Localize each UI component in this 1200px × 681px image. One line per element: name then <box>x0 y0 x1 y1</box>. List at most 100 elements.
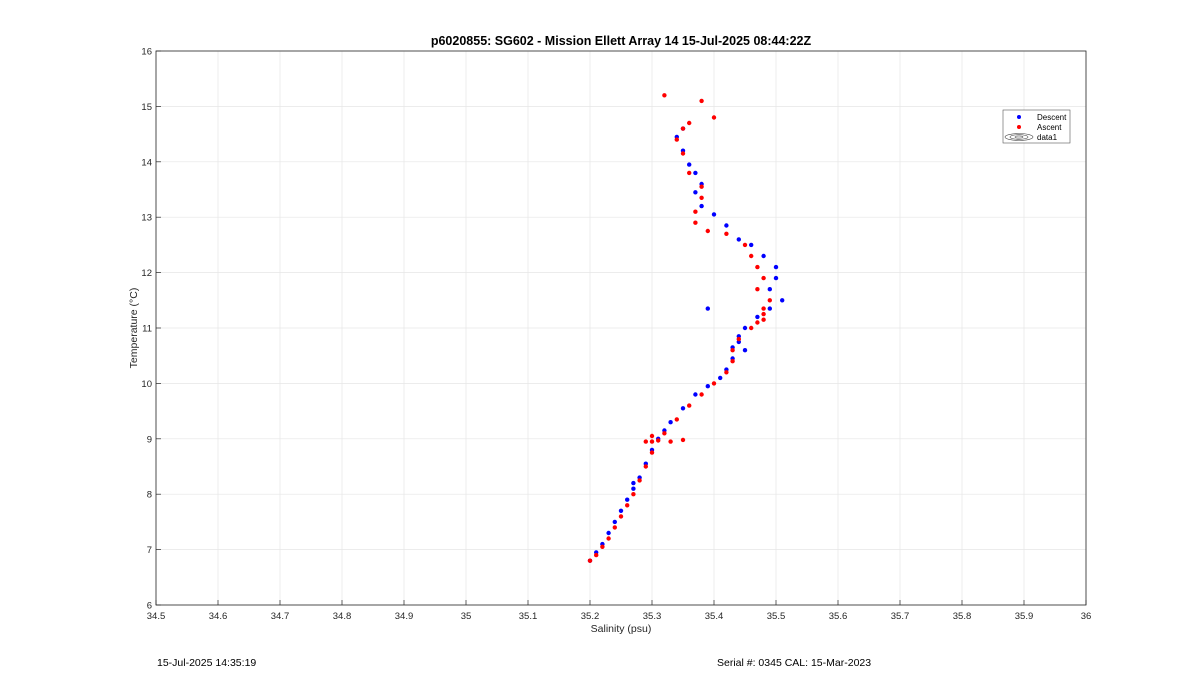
ascent-point <box>680 437 686 443</box>
descent-point <box>705 384 710 389</box>
legend-descent-marker <box>1017 115 1021 119</box>
descent-point <box>705 306 710 311</box>
x-tick-label: 34.5 <box>147 611 166 622</box>
x-tick-label: 34.8 <box>333 611 352 622</box>
ascent-point <box>730 348 735 353</box>
ascent-point <box>662 93 667 98</box>
ascent-point <box>637 478 642 483</box>
y-tick-label: 14 <box>141 157 152 168</box>
x-tick-label: 35 <box>461 611 472 622</box>
y-tick-label: 7 <box>147 545 152 556</box>
descent-point <box>767 306 772 311</box>
ascent-point <box>674 417 679 422</box>
ascent-point <box>649 433 655 439</box>
descent-point <box>680 406 686 411</box>
legend-ascent-label: Ascent <box>1037 123 1062 132</box>
ascent-point <box>749 325 754 331</box>
descent-point <box>767 287 772 292</box>
legend-contour-icon <box>1004 133 1034 141</box>
ascent-point <box>755 287 760 292</box>
ascent-point <box>612 525 617 530</box>
descent-point <box>761 253 766 259</box>
descent-point <box>711 212 717 217</box>
ascent-point <box>680 126 686 131</box>
ascent-point <box>693 220 698 225</box>
y-axis-ticks: 6 7 8 9 10 11 12 13 14 15 16 <box>141 47 161 612</box>
descent-point <box>625 497 630 502</box>
ascent-point <box>687 403 692 408</box>
chart-title: p6020855: SG602 - Mission Ellett Array 1… <box>431 34 812 48</box>
descent-point <box>742 325 748 331</box>
ascent-point <box>699 392 704 397</box>
descent-point <box>687 162 692 167</box>
ascent-point <box>618 514 624 519</box>
x-tick-label: 35.1 <box>519 611 538 622</box>
ascent-point <box>649 450 655 455</box>
ascent-point <box>643 464 648 469</box>
y-tick-label: 15 <box>141 102 152 113</box>
ascent-point <box>587 558 593 563</box>
ascent-point <box>693 209 698 214</box>
y-tick-label: 13 <box>141 213 152 224</box>
x-axis-ticks: 34.5 34.6 34.7 34.8 34.9 35 35.1 35.2 35.3 35.4 35… <box>147 600 1091 622</box>
ascent-point <box>749 253 754 259</box>
legend-descent-label: Descent <box>1037 113 1067 122</box>
x-tick-label: 35.4 <box>705 611 724 622</box>
ascent-point <box>600 544 605 549</box>
descent-point <box>742 348 748 353</box>
descent-point <box>618 508 624 513</box>
y-tick-label: 10 <box>141 379 152 390</box>
ascent-point <box>761 311 766 317</box>
legend-box <box>1002 109 1071 144</box>
ascent-point <box>649 439 655 444</box>
ascent-point <box>755 320 760 325</box>
descent-point <box>780 298 785 303</box>
footer-timestamp: 15-Jul-2025 14:35:19 <box>157 657 257 669</box>
x-tick-label: 35.5 <box>767 611 786 622</box>
ascent-point <box>761 306 766 311</box>
y-tick-label: 8 <box>147 490 152 501</box>
legend: Descent Ascent data1 <box>1002 109 1071 144</box>
ascent-point <box>724 231 729 236</box>
descent-point <box>631 480 636 486</box>
ascent-point <box>699 98 704 104</box>
grid-lines <box>155 50 1087 606</box>
ascent-point <box>674 137 679 142</box>
x-tick-label: 34.7 <box>271 611 290 622</box>
ascent-point <box>668 439 673 444</box>
x-tick-label: 35.9 <box>1015 611 1034 622</box>
ascent-point <box>606 536 611 541</box>
descent-point <box>693 190 698 195</box>
y-tick-label: 6 <box>147 601 152 612</box>
descent-point <box>693 392 698 397</box>
ascent-point <box>711 115 717 120</box>
x-tick-label: 35.6 <box>829 611 848 622</box>
descent-point <box>606 530 611 536</box>
y-tick-label: 11 <box>142 324 152 335</box>
descent-point <box>724 223 729 228</box>
y-axis-label: Temperature (°C) <box>128 288 140 369</box>
legend-ascent-marker <box>1017 125 1021 129</box>
data-points <box>587 93 785 563</box>
x-tick-label: 35.8 <box>953 611 972 622</box>
ascent-point <box>687 120 692 126</box>
ascent-point <box>699 195 704 200</box>
descent-point <box>612 519 617 525</box>
ascent-point <box>594 552 599 558</box>
ascent-point <box>656 438 661 443</box>
ascent-point <box>761 317 766 322</box>
y-tick-label: 9 <box>147 434 152 445</box>
ascent-point <box>680 151 686 156</box>
ascent-point <box>755 264 760 270</box>
descent-point <box>755 314 760 320</box>
descent-point <box>668 420 673 425</box>
footer-serial-cal: Serial #: 0345 CAL: 15-Mar-2023 <box>717 657 872 669</box>
x-tick-label: 35.7 <box>891 611 910 622</box>
descent-point <box>773 275 779 281</box>
ascent-point <box>643 439 648 444</box>
ascent-point <box>705 228 710 234</box>
ascent-point <box>687 170 692 176</box>
descent-point <box>631 486 636 491</box>
ascent-point <box>761 275 766 281</box>
legend-data1-label: data1 <box>1037 133 1058 142</box>
